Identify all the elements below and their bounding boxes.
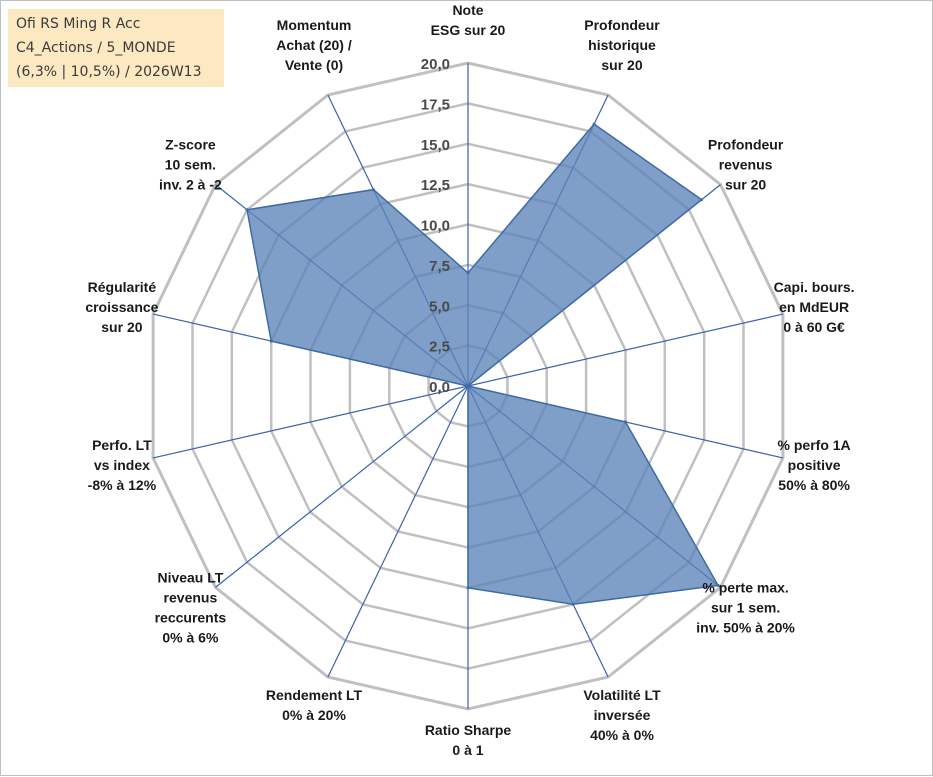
axis-label-10-line-1: vs index: [94, 457, 150, 473]
data-point-10: [466, 384, 470, 388]
axis-spoke-3: [467, 313, 784, 387]
tick-layer: 0,0 2,5 5,0 7,5 10,0 12,5 15,0 17,5 20,0: [421, 56, 450, 396]
axis-label-11-line-1: croissance: [85, 299, 158, 315]
axis-label-6: Volatilité LT inversée 40% à 0%: [583, 687, 661, 743]
data-point-6: [571, 602, 575, 606]
axis-label-5: % perte max. sur 1 sem. inv. 50% à 20%: [696, 579, 795, 635]
axis-label-8: Rendement LT 0% à 20%: [266, 687, 363, 723]
axis-label-9-line-0: Niveau LT: [157, 569, 223, 585]
axis-label-2-line-2: sur 20: [725, 177, 766, 193]
axis-label-3-line-0: Capi. bours.: [774, 279, 855, 295]
axis-label-9-line-2: reccurents: [155, 609, 227, 625]
data-point-4: [624, 420, 627, 424]
axis-label-3-line-2: 0 à 60 G€: [783, 319, 845, 335]
axis-label-1: Profondeur historique sur 20: [584, 17, 660, 73]
axis-label-5-line-2: inv. 50% à 20%: [696, 619, 795, 635]
data-point-12: [245, 208, 249, 212]
axis-label-9: Niveau LT revenus reccurents 0% à 6%: [155, 569, 227, 645]
data-point-0: [466, 271, 470, 275]
axis-spoke-8: [327, 385, 469, 678]
axis-label-4-line-1: positive: [788, 457, 841, 473]
axis-label-0-line-0: Note: [452, 2, 483, 18]
tick-label-3: 7,5: [429, 258, 450, 275]
axis-label-7-line-0: Ratio Sharpe: [425, 722, 512, 738]
axis-label-3: Capi. bours. en MdEUR 0 à 60 G€: [774, 279, 855, 335]
axis-spoke-9: [215, 385, 469, 588]
axis-label-13-line-1: Achat (20) /: [276, 37, 352, 53]
tick-label-7: 17,5: [421, 96, 450, 113]
tick-label-0: 0,0: [429, 379, 450, 396]
axis-label-9-line-3: 0% à 6%: [162, 629, 219, 645]
data-point-2: [700, 198, 704, 202]
data-point-7: [466, 586, 470, 590]
axis-label-2-line-1: revenus: [719, 157, 773, 173]
data-point-1: [592, 122, 596, 126]
axis-label-11: Régularité croissance sur 20: [85, 279, 158, 335]
axis-label-6-line-2: 40% à 0%: [590, 727, 654, 743]
axis-label-10-line-2: -8% à 12%: [88, 477, 157, 493]
axis-label-9-line-1: revenus: [164, 589, 218, 605]
fund-category: C4_Actions / 5_MONDE: [16, 40, 176, 56]
axis-label-1-line-1: historique: [588, 37, 656, 53]
axis-label-11-line-2: sur 20: [101, 319, 142, 335]
axis-label-5-line-0: % perte max.: [702, 579, 788, 595]
tick-label-4: 10,0: [421, 218, 450, 235]
axis-label-7: Ratio Sharpe 0 à 1: [425, 722, 512, 758]
tick-label-8: 20,0: [421, 56, 450, 73]
axis-label-12-line-2: inv. 2 à -2: [159, 177, 222, 193]
axis-spoke-10: [152, 385, 469, 459]
axis-label-12-line-0: Z-score: [165, 137, 216, 153]
axis-label-4-line-2: 50% à 80%: [778, 477, 850, 493]
axis-label-1-line-0: Profondeur: [584, 17, 660, 33]
label-layer: Note ESG sur 20 Profondeur historique sur 20…: [85, 2, 854, 758]
tick-label-5: 12,5: [421, 177, 450, 194]
axis-label-2: Profondeur revenus sur 20: [708, 137, 784, 193]
data-point-11: [269, 339, 273, 343]
axis-label-4-line-0: % perfo 1A: [778, 437, 851, 453]
axis-label-0-line-1: ESG sur 20: [431, 22, 506, 38]
axis-label-1-line-2: sur 20: [601, 57, 642, 73]
fund-name: Ofi RS Ming R Acc: [16, 16, 141, 32]
axis-label-6-line-1: inversée: [594, 707, 651, 723]
series-area-0: [246, 123, 720, 606]
axis-label-13: Momentum Achat (20) / Vente (0): [276, 17, 352, 73]
axis-label-13-line-0: Momentum: [277, 17, 352, 33]
axis-label-11-line-0: Régularité: [88, 279, 157, 295]
fund-title-box: Ofi RS Ming R Acc C4_Actions / 5_MONDE (…: [8, 9, 224, 87]
axis-label-6-line-0: Volatilité LT: [583, 687, 661, 703]
axis-label-12-line-1: 10 sem.: [165, 157, 216, 173]
tick-label-2: 5,0: [429, 298, 450, 315]
fund-stats: (6,3% | 10,5%) / 2026W13: [16, 64, 202, 80]
axis-label-0: Note ESG sur 20: [431, 2, 506, 38]
series-layer: [245, 122, 720, 606]
axis-label-13-line-2: Vente (0): [285, 57, 343, 73]
axis-label-8-line-1: 0% à 20%: [282, 707, 346, 723]
axis-label-2-line-0: Profondeur: [708, 137, 784, 153]
axis-label-3-line-1: en MdEUR: [779, 299, 849, 315]
axis-label-8-line-0: Rendement LT: [266, 687, 363, 703]
axis-label-5-line-1: sur 1 sem.: [711, 599, 780, 615]
axis-label-10-line-0: Perfo. LT: [92, 437, 152, 453]
axis-label-12: Z-score 10 sem. inv. 2 à -2: [159, 137, 222, 193]
axis-label-4: % perfo 1A positive 50% à 80%: [778, 437, 851, 493]
data-point-13: [371, 188, 375, 192]
axis-label-7-line-1: 0 à 1: [452, 742, 483, 758]
data-point-5: [716, 583, 720, 587]
tick-label-1: 2,5: [429, 339, 450, 356]
tick-label-6: 15,0: [421, 137, 450, 154]
axis-label-10: Perfo. LT vs index -8% à 12%: [88, 437, 157, 493]
